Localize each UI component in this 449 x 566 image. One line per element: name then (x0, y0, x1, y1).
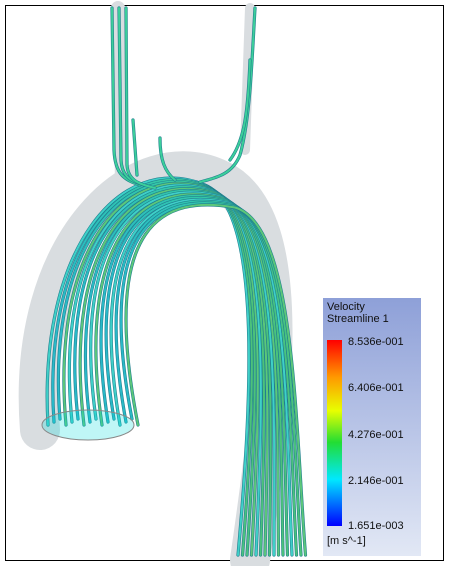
screenshot: Velocity Streamline 1 8.536e-001 6.406e-… (0, 0, 449, 566)
streamlines (39, 8, 306, 560)
legend: Velocity Streamline 1 8.536e-001 6.406e-… (323, 298, 421, 556)
colorbar-label: 1.651e-003 (348, 520, 404, 532)
colorbar-label: 2.146e-001 (348, 475, 404, 487)
streamline (64, 183, 258, 555)
colorbar (327, 340, 342, 526)
colorbar-label: 4.276e-001 (348, 429, 404, 441)
inlet (42, 410, 134, 440)
colorbar-label: 8.536e-001 (348, 336, 404, 348)
page: Velocity Streamline 1 8.536e-001 6.406e-… (0, 0, 449, 566)
legend-subtitle: Streamline 1 (327, 313, 389, 325)
colorbar-label: 6.406e-001 (348, 382, 404, 394)
unit-label: [m s^-1] (327, 535, 366, 547)
legend-title: Velocity (327, 301, 365, 313)
streamline (69, 185, 260, 555)
